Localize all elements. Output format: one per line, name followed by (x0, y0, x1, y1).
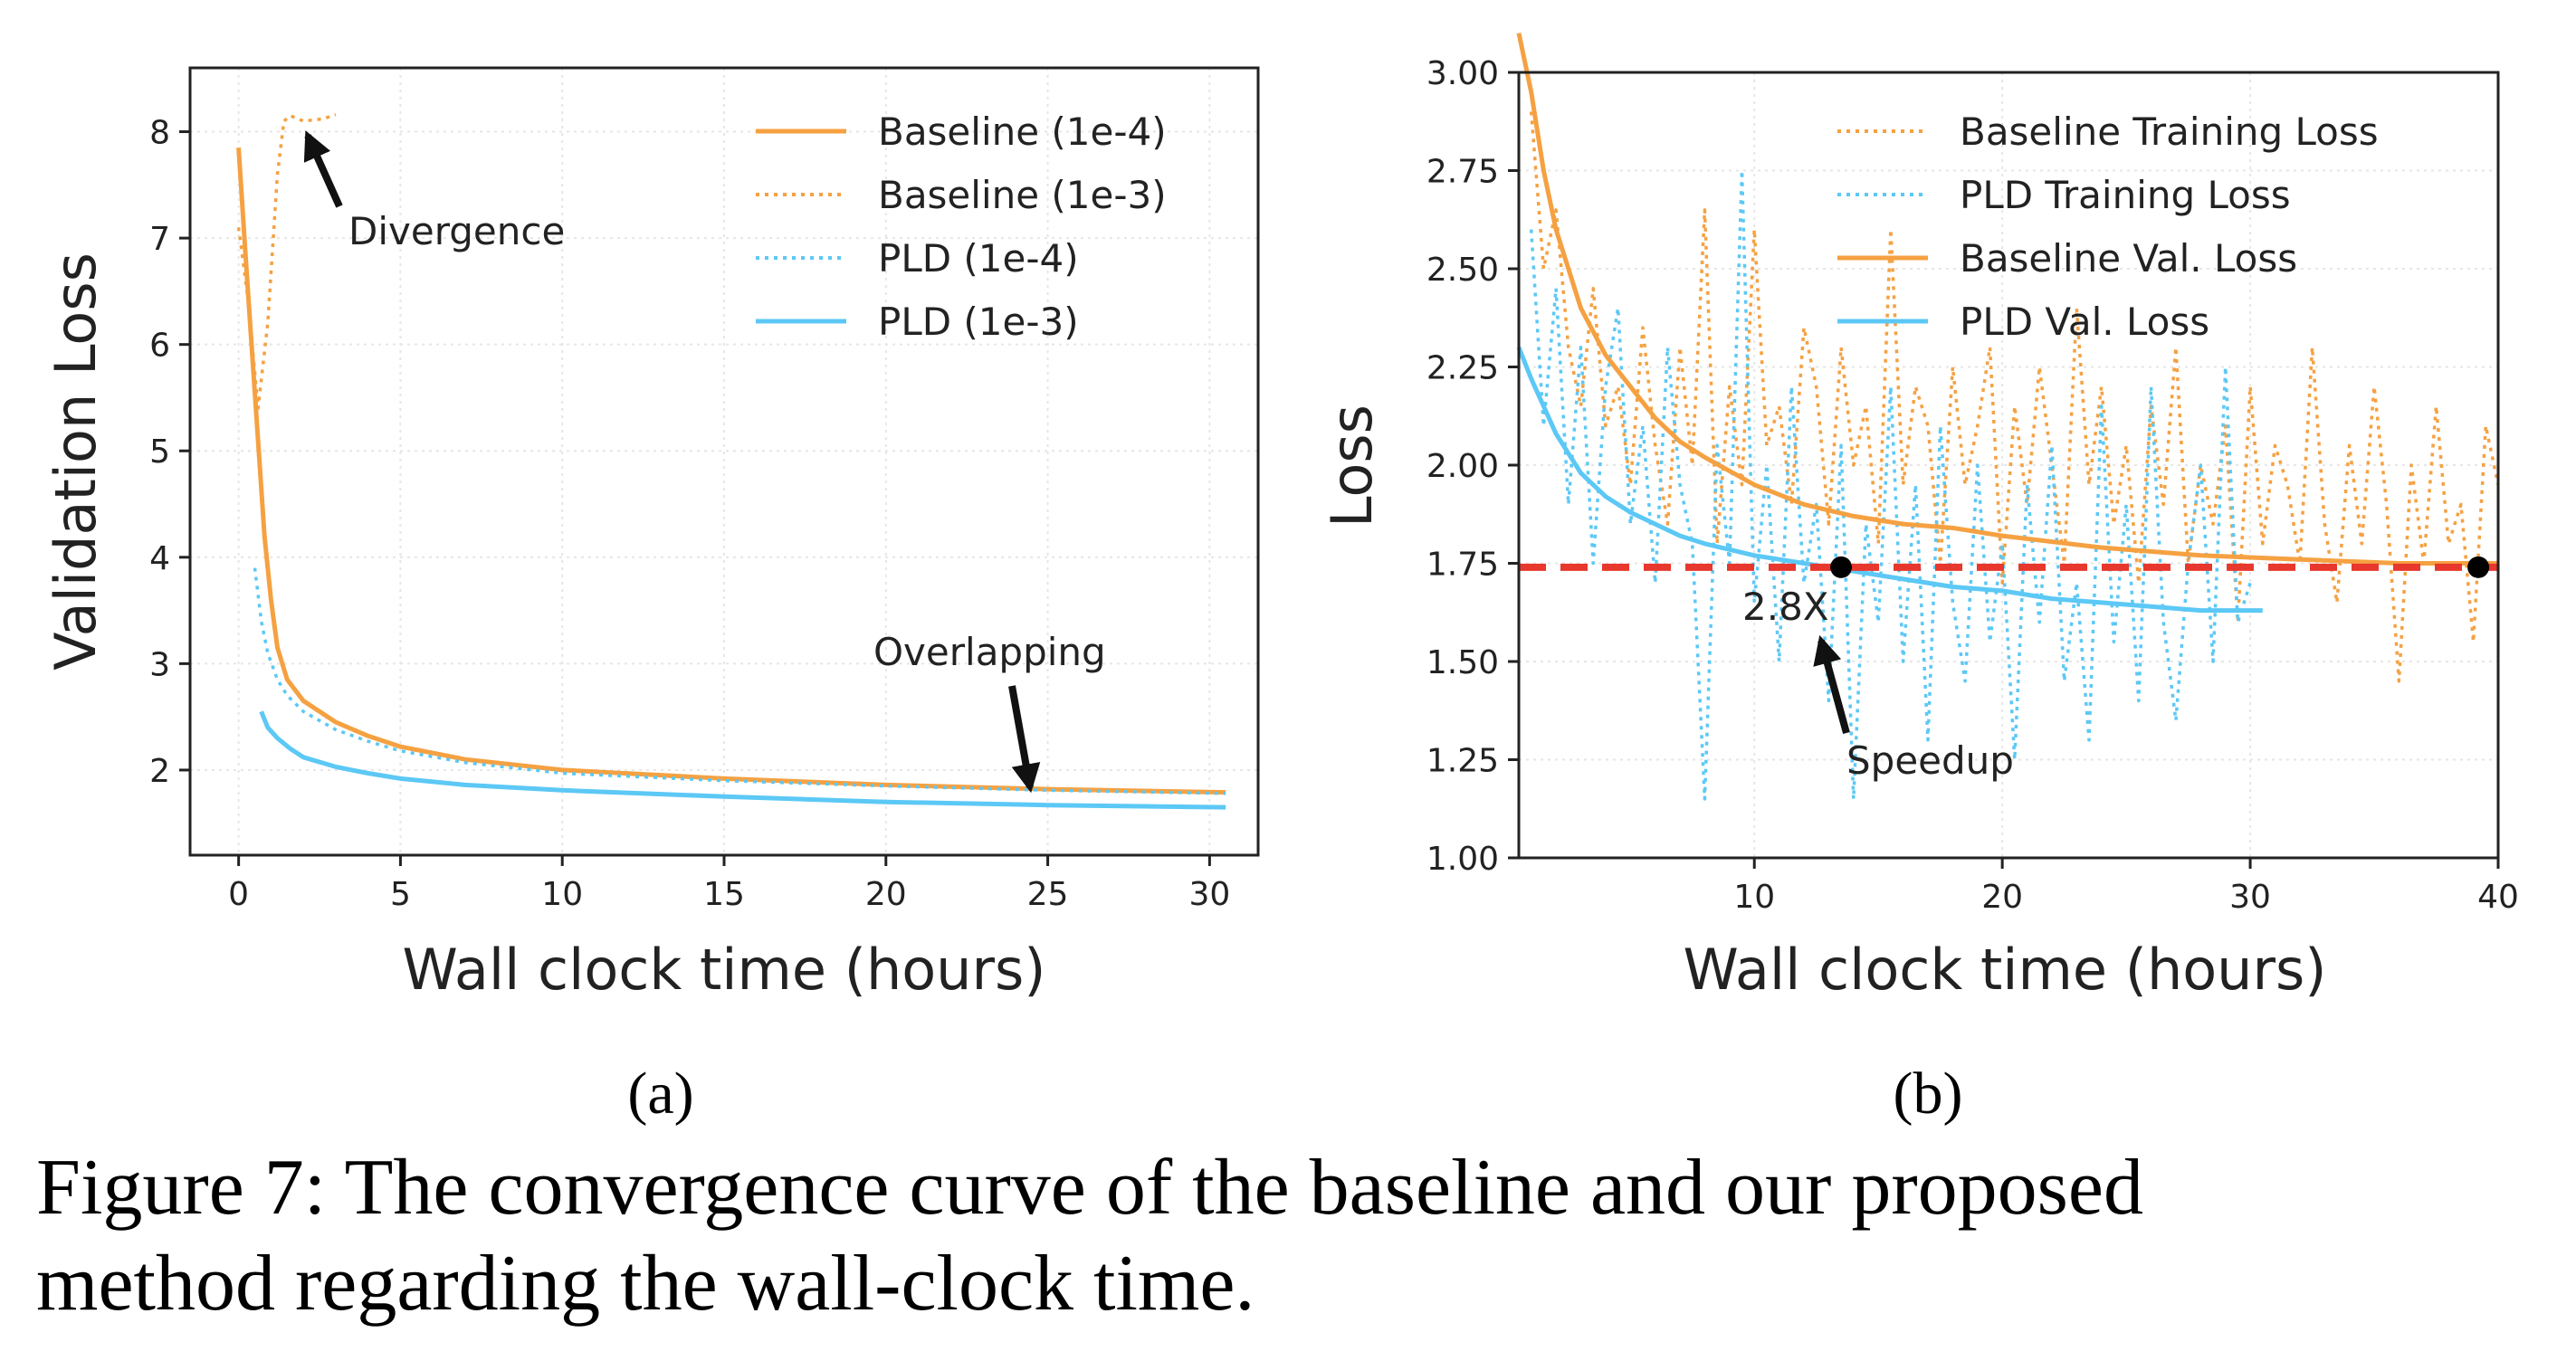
x-tick-label-a: 15 (703, 876, 745, 913)
x-tick-label-b: 10 (1733, 879, 1775, 916)
x-tick-label-a: 5 (390, 876, 411, 913)
y-tick-label-b: 2.25 (1426, 350, 1499, 387)
y-tick-label-b: 2.75 (1426, 154, 1499, 191)
y-tick-label-a: 6 (149, 328, 170, 365)
y-tick-label-b: 1.50 (1426, 644, 1499, 681)
y-tick-label-b: 2.50 (1426, 252, 1499, 289)
y-tick-label-b: 1.25 (1426, 743, 1499, 780)
chart-panel-b: 10 20 30 40 1.00 1.25 1.50 1.75 2.00 2.25 2.50 2.75… (1319, 33, 2519, 1127)
legend-label-b-2: Baseline Val. Loss (1960, 236, 2297, 281)
y-axis-label-a: Validation Loss (43, 252, 109, 671)
legend-label-a-3: PLD (1e-3) (878, 300, 1079, 344)
speedup-arrow (1813, 634, 1850, 735)
speedup-point-baseline (2467, 556, 2490, 578)
x-tick-label-b: 20 (1981, 879, 2023, 916)
ticks-a: 0 5 10 15 20 25 30 2 3 4 5 6 7 8 (149, 115, 1230, 913)
divergence-arrow (303, 130, 343, 208)
series-line-a-3 (259, 710, 1226, 810)
series-line-a-2 (253, 567, 1226, 795)
y-tick-label-a: 8 (149, 115, 170, 152)
series-group-b (1516, 33, 2500, 801)
x-tick-label-a: 25 (1027, 876, 1069, 913)
y-tick-label-b: 1.00 (1426, 841, 1499, 878)
legend-b: Baseline Training Loss PLD Training Loss… (1837, 109, 2379, 344)
legend-label-b-3: PLD Val. Loss (1960, 300, 2209, 344)
x-tick-label-a: 20 (865, 876, 907, 913)
y-tick-label-a: 7 (149, 221, 170, 258)
series-line-b-1 (1529, 168, 2252, 801)
legend-a: Baseline (1e-4) Baseline (1e-3) PLD (1e-… (756, 109, 1167, 344)
speedup-ratio-label: 2.8X (1742, 585, 1829, 629)
legend-label-a-0: Baseline (1e-4) (878, 109, 1167, 154)
y-tick-label-b: 3.00 (1426, 55, 1499, 92)
legend-label-a-1: Baseline (1e-3) (878, 173, 1167, 217)
figure-caption: Figure 7: The convergence curve of the b… (36, 1140, 2562, 1332)
panel-label-b: (b) (1894, 1061, 1963, 1127)
legend-label-b-0: Baseline Training Loss (1960, 109, 2379, 154)
chart-panel-a: 0 5 10 15 20 25 30 2 3 4 5 6 7 8 Baseline (1e-4) Base… (43, 66, 1260, 1127)
overlapping-arrow (1008, 685, 1041, 794)
speedup-point-pld (1830, 556, 1853, 578)
y-axis-label-b: Loss (1319, 404, 1385, 528)
x-tick-label-b: 30 (2229, 879, 2271, 916)
x-tick-label-b: 40 (2477, 879, 2519, 916)
y-tick-label-b: 2.00 (1426, 448, 1499, 485)
series-line-a-1 (236, 113, 337, 410)
y-tick-label-b: 1.75 (1426, 547, 1499, 584)
overlapping-label: Overlapping (873, 630, 1106, 674)
series-group-a (236, 113, 1226, 810)
x-tick-label-a: 30 (1188, 876, 1230, 913)
speedup-label: Speedup (1846, 738, 2014, 783)
y-tick-label-a: 5 (149, 433, 170, 471)
caption-line-1: Figure 7: The convergence curve of the b… (36, 1144, 2143, 1232)
legend-label-b-1: PLD Training Loss (1960, 173, 2291, 217)
legend-label-a-2: PLD (1e-4) (878, 236, 1079, 281)
x-axis-label-a: Wall clock time (hours) (403, 937, 1046, 1003)
x-tick-label-a: 0 (228, 876, 249, 913)
grid-a (190, 68, 1258, 855)
panel-label-a: (a) (627, 1061, 693, 1127)
series-line-a-0 (236, 148, 1226, 795)
ticks-b: 10 20 30 40 1.00 1.25 1.50 1.75 2.00 2.25 2.50 2.75… (1426, 55, 2519, 916)
y-tick-label-a: 3 (149, 646, 170, 683)
x-axis-label-b: Wall clock time (hours) (1684, 937, 2327, 1003)
divergence-label: Divergence (348, 209, 565, 253)
series-line-b-2 (1516, 33, 2498, 566)
x-tick-label-a: 10 (541, 876, 583, 913)
y-tick-label-a: 2 (149, 753, 170, 790)
y-tick-label-a: 4 (149, 540, 170, 577)
series-line-b-3 (1516, 346, 2263, 614)
caption-line-2: method regarding the wall-clock time. (36, 1240, 1255, 1328)
